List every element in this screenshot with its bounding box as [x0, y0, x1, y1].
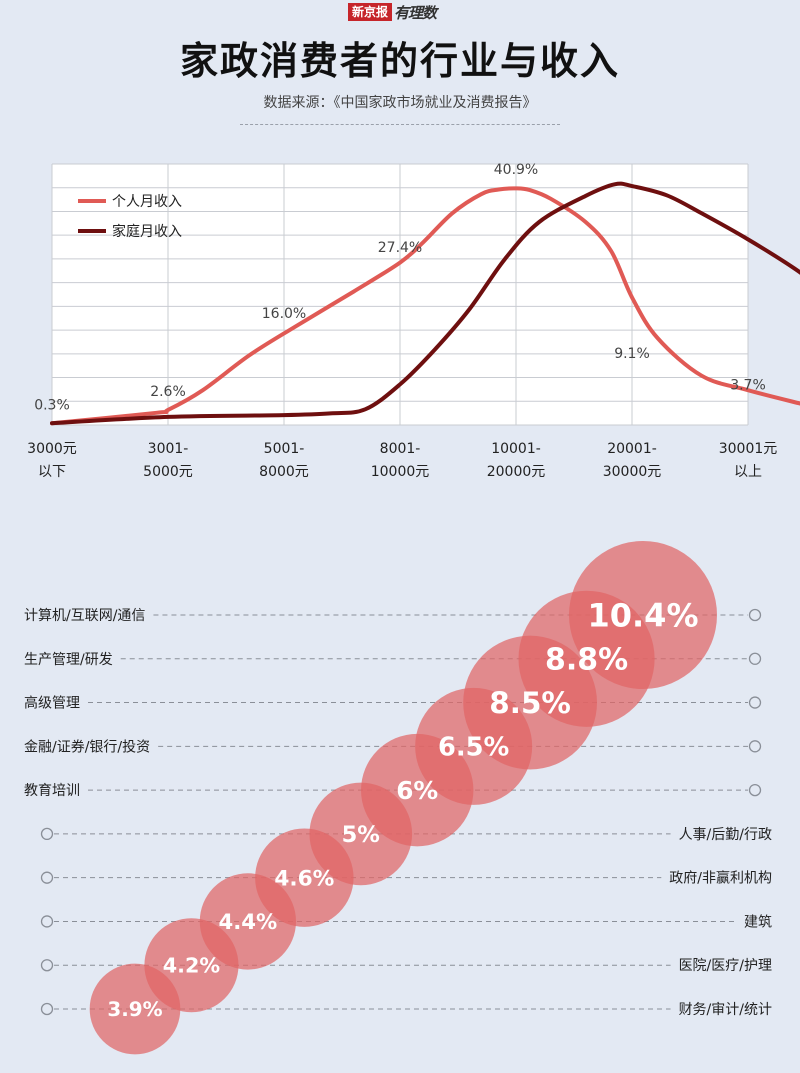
data-label: 0.3% [34, 397, 70, 413]
bubble-value-label: 4.6% [274, 866, 334, 891]
data-label: 16.0% [262, 306, 306, 322]
row-endpoint [748, 652, 762, 665]
row-endpoint [40, 915, 54, 928]
header-divider [240, 124, 560, 125]
bubble-value-label: 8.8% [545, 643, 628, 678]
industry-label: 计算机/互联网/通信 [24, 608, 145, 624]
row-endpoint [748, 608, 762, 622]
row-endpoint [40, 959, 54, 972]
industry-label: 高级管理 [24, 695, 80, 712]
bubble-value-label: 6% [396, 776, 438, 805]
x-tick-label: 30001元以上 [719, 441, 778, 480]
industry-label: 金融/证券/银行/投资 [24, 739, 150, 755]
page-title: 家政消费者的行业与收入 [179, 39, 620, 83]
series-line-1 [50, 181, 800, 426]
data-label: 3.7% [730, 378, 766, 394]
bubble-value-label: 6.5% [438, 733, 509, 763]
series-line-0 [50, 186, 800, 426]
data-label: 2.6% [150, 384, 186, 400]
row-endpoint [40, 1002, 54, 1016]
row-endpoint [748, 783, 762, 797]
x-tick-label: 3001-5000元 [143, 441, 193, 480]
industry-label: 教育培训 [24, 783, 80, 799]
legend-label-1: 家庭月收入 [112, 223, 182, 240]
bubble-value-label: 8.5% [489, 686, 571, 720]
brand-logo: 新京报 有理数 [348, 2, 437, 22]
bubble [569, 541, 717, 689]
row-endpoint [748, 696, 762, 709]
source-note: 数据来源：《中国家政市场就业及消费报告》 [263, 95, 537, 111]
industry-label: 建筑 [744, 914, 772, 930]
industry-label: 财务/审计/统计 [679, 1002, 772, 1018]
row-endpoint [748, 740, 762, 753]
x-tick-label: 5001-8000元 [259, 441, 309, 480]
income-line-chart: 3000元以下 3001-5000元 5001-8000元 8001-10000元 10… [27, 162, 800, 480]
data-label: 40.9% [494, 162, 538, 178]
industry-label: 政府/非赢利机构 [669, 870, 772, 887]
brand-badge: 新京报 [348, 3, 393, 21]
industry-label: 人事/后勤/行政 [679, 827, 772, 843]
bubble-value-label: 4.4% [219, 909, 278, 934]
bubble-value-label: 3.9% [107, 998, 162, 1021]
industry-label: 生产管理/研发 [24, 652, 113, 668]
x-tick-label: 20001-30000元 [603, 441, 662, 480]
data-label: 27.4% [378, 240, 422, 256]
bubble-value-label: 5% [342, 822, 380, 848]
data-label: 9.1% [614, 346, 650, 362]
legend-label-0: 个人月收入 [112, 194, 182, 210]
x-tick-label: 10001-20000元 [487, 441, 546, 480]
bubble-value-label: 4.2% [163, 954, 221, 978]
x-tick-label: 3000元以下 [27, 441, 77, 480]
bubble-value-label: 10.4% [587, 597, 698, 635]
x-tick-label: 8001-10000元 [371, 441, 430, 480]
brand-script: 有理数 [394, 3, 437, 22]
industry-label: 医院/医疗/护理 [679, 958, 772, 974]
row-endpoint [40, 871, 54, 884]
row-endpoint [40, 827, 54, 841]
